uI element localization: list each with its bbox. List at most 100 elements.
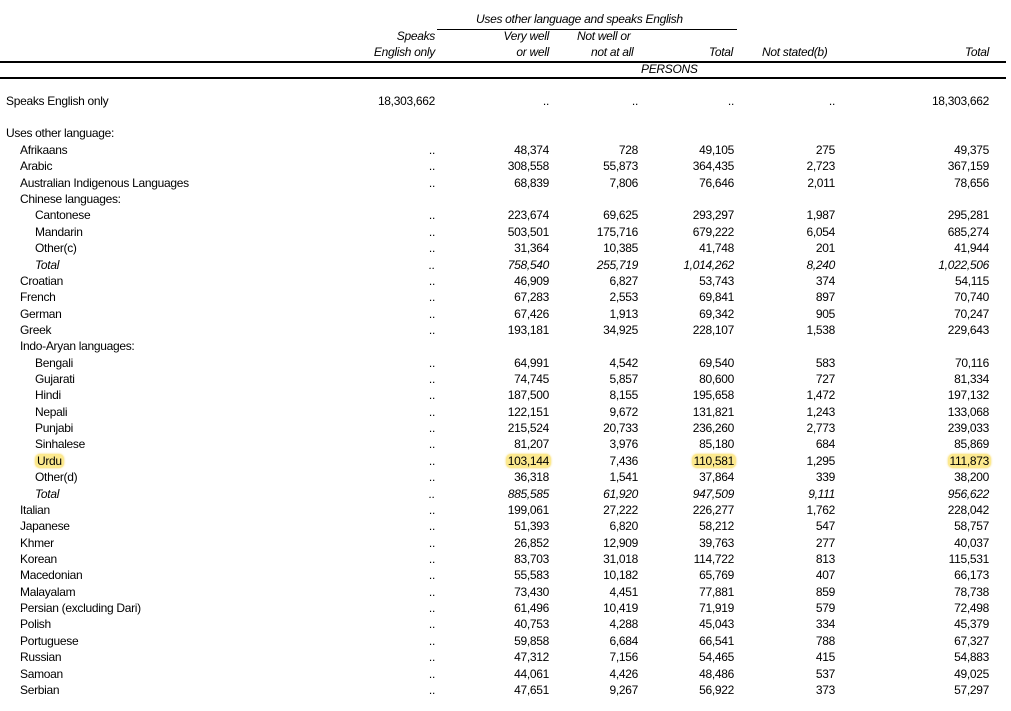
cell: .. <box>428 437 435 452</box>
cell: .. <box>428 535 435 550</box>
cell: 5,857 <box>609 372 638 387</box>
table-row: Cantonese.. 223,674 69,625 293,297 1,987 295,… <box>0 208 1011 224</box>
cell: 3,976 <box>609 437 638 452</box>
cell: 133,068 <box>947 404 990 419</box>
cell: .. <box>428 159 435 174</box>
cell: 34,925 <box>603 322 638 337</box>
cell: 229,643 <box>947 322 990 337</box>
cell: 70,116 <box>954 355 989 370</box>
cell: 58,212 <box>699 519 734 534</box>
cell: 364,435 <box>692 159 735 174</box>
cell: 67,426 <box>514 306 549 321</box>
cell: .. <box>428 666 435 681</box>
table-row: Sinhalese.. 81,207 3,976 85,180 684 85,869 <box>0 437 1011 453</box>
cell: 44,061 <box>514 666 549 681</box>
cell: 59,858 <box>514 633 549 648</box>
cell: 40,037 <box>954 535 989 550</box>
col-total: Total <box>708 45 733 59</box>
group-underline <box>437 29 737 30</box>
cell: 76,646 <box>699 175 734 190</box>
cell: 18,303,662 <box>931 94 989 108</box>
row-label: Total <box>35 257 60 272</box>
row-label: Other(d) <box>35 470 78 485</box>
cell: 71,919 <box>699 601 734 616</box>
cell: 56,922 <box>699 682 734 697</box>
cell: .. <box>428 404 435 419</box>
cell: 122,151 <box>507 404 550 419</box>
cell: 83,703 <box>514 552 549 566</box>
col-speaks-l1: Speaks <box>396 29 436 43</box>
row-label: Indo-Aryan languages: <box>20 339 135 354</box>
table-row: Urdu.. 103,144 7,436 110,581 1,295 111,873 <box>0 453 1011 470</box>
col-notwell-l2: not at all <box>591 45 634 59</box>
cell: .. <box>428 470 435 485</box>
cell: .. <box>428 257 435 272</box>
cell: .. <box>428 601 435 616</box>
cell: 239,033 <box>947 421 990 436</box>
row-label: Greek <box>20 322 52 337</box>
cell: 897 <box>815 290 835 305</box>
cell: 537 <box>815 666 835 681</box>
cell: 54,115 <box>954 273 989 288</box>
cell: .. <box>428 568 435 583</box>
cell: 80,600 <box>699 372 734 387</box>
row-label: Gujarati <box>35 372 75 387</box>
cell: 4,542 <box>609 355 638 370</box>
cell: 48,374 <box>514 143 549 157</box>
cell: 49,025 <box>954 666 989 681</box>
cell: 53,743 <box>699 273 734 288</box>
cell: 679,222 <box>692 224 735 239</box>
cell: 1,762 <box>806 502 835 517</box>
table-row: Japanese.. 51,393 6,820 58,212 547 58,757 <box>0 519 1011 535</box>
cell: 39,763 <box>699 535 734 550</box>
cell: .. <box>428 584 435 599</box>
cell: 4,426 <box>609 666 638 681</box>
cell: .. <box>428 273 435 288</box>
cell: 68,839 <box>514 175 549 190</box>
cell: .. <box>631 94 638 108</box>
table-row: Portuguese.. 59,858 6,684 66,541 788 67,327 <box>0 634 1011 650</box>
cell: .. <box>428 617 435 632</box>
row-label: Cantonese <box>35 208 91 223</box>
row-label: Afrikaans <box>20 143 68 157</box>
cell: 10,182 <box>603 568 638 583</box>
table-row: Serbian.. 47,651 9,267 56,922 373 57,297 <box>0 683 1011 699</box>
row-label: Serbian <box>20 682 60 697</box>
row-label: French <box>20 290 56 305</box>
cell: .. <box>428 421 435 436</box>
cell: 199,061 <box>507 502 550 517</box>
table-row: Russian.. 47,312 7,156 54,465 415 54,883 <box>0 650 1011 666</box>
cell: .. <box>428 453 435 468</box>
cell: 228,107 <box>692 322 735 337</box>
cell: .. <box>542 94 549 108</box>
cell: 175,716 <box>596 224 639 239</box>
cell: 223,674 <box>507 208 550 223</box>
cell: 20,733 <box>603 421 638 436</box>
cell: 48,486 <box>699 666 734 681</box>
row-label: Other(c) <box>35 241 77 256</box>
cell: 18,303,662 <box>377 94 435 108</box>
cell: 40,753 <box>514 617 549 632</box>
cell: 905 <box>815 306 835 321</box>
row-label: Australian Indigenous Languages <box>20 175 189 190</box>
cell: 73,430 <box>514 584 549 599</box>
cell: 41,944 <box>954 241 989 256</box>
cell: 36,318 <box>514 470 549 485</box>
cell: 49,105 <box>699 143 734 157</box>
row-label: Total <box>35 486 60 501</box>
cell: 236,260 <box>692 421 735 436</box>
cell: 339 <box>815 470 835 485</box>
row-label: Hindi <box>35 388 61 403</box>
cell: 103,144 <box>505 453 551 468</box>
cell: .. <box>727 94 734 108</box>
row-label: Persian (excluding Dari) <box>20 601 141 616</box>
cell: 374 <box>815 273 835 288</box>
table-row: Arabic.. 308,558 55,873 364,435 2,723 367,159 <box>0 159 1011 175</box>
col-grand-total: Total <box>964 45 989 59</box>
table-row: Indo-Aryan languages: <box>0 339 1011 355</box>
table-row: Italian.. 199,061 27,222 226,277 1,762 228,04… <box>0 503 1011 519</box>
cell: .. <box>428 519 435 534</box>
cell: 65,769 <box>699 568 734 583</box>
cell: 813 <box>815 552 835 566</box>
cell: 67,327 <box>954 633 989 648</box>
